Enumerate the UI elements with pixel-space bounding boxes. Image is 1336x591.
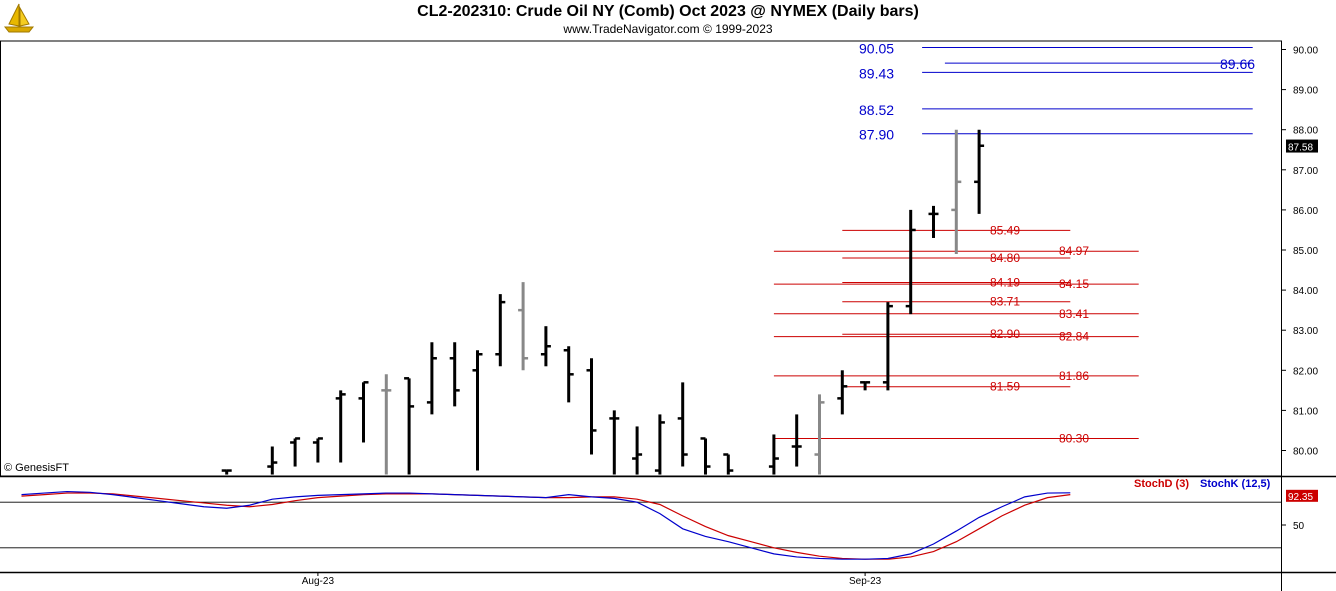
ohlc-bar	[267, 446, 278, 475]
y-tick-label: 81.00	[1293, 406, 1318, 417]
level-label-red: 82.90	[990, 327, 1020, 341]
stoch-y-tick-label: 50	[1293, 521, 1305, 532]
y-tick-label: 83.00	[1293, 326, 1318, 337]
ohlc-bar	[860, 381, 871, 391]
level-label-red: 84.80	[990, 251, 1020, 265]
ohlc-bar	[814, 394, 825, 475]
ohlc-bar	[882, 302, 893, 391]
y-tick-label: 82.00	[1293, 366, 1318, 377]
level-label-blue: 87.90	[859, 127, 894, 143]
ohlc-bar	[837, 370, 848, 415]
ohlc-bar	[358, 381, 369, 443]
level-label-red: 84.97	[1059, 244, 1089, 258]
last-price-label: 87.58	[1288, 143, 1313, 154]
ohlc-bar	[677, 382, 688, 467]
level-label-red: 84.19	[990, 275, 1020, 289]
ohlc-bar	[221, 469, 232, 475]
y-tick-label: 80.00	[1293, 447, 1318, 458]
ohlc-bar	[723, 453, 734, 475]
ohlc-bar	[404, 377, 415, 475]
y-tick-label: 87.00	[1293, 166, 1318, 177]
ohlc-bar	[472, 350, 483, 471]
ohlc-bar	[951, 129, 962, 255]
y-tick-label: 84.00	[1293, 286, 1318, 297]
ohlc-bar	[518, 282, 529, 371]
stochK-line	[21, 490, 1071, 560]
level-label-red: 81.59	[990, 380, 1020, 394]
ohlc-bar	[563, 346, 574, 403]
y-tick-label: 90.00	[1293, 46, 1318, 57]
ohlc-bar	[654, 414, 665, 475]
x-tick-label: Sep-23	[849, 576, 882, 587]
ohlc-bar	[426, 342, 437, 415]
ohlc-bar	[312, 437, 323, 463]
ohlc-bar	[540, 326, 551, 367]
sailboat-icon	[3, 3, 35, 33]
level-label-blue: 90.05	[859, 40, 894, 56]
y-tick-label: 89.00	[1293, 86, 1318, 97]
ohlc-bar	[905, 209, 916, 315]
y-tick-label: 88.00	[1293, 126, 1318, 137]
level-label-red: 85.49	[990, 223, 1020, 237]
ohlc-bar	[586, 358, 597, 455]
legend-stochK: StochK (12,5)	[1200, 478, 1271, 490]
level-label-red: 84.15	[1059, 277, 1089, 291]
level-label-blue: 89.43	[859, 65, 894, 81]
level-label-red: 83.41	[1059, 307, 1089, 321]
level-label-blue: 88.52	[859, 102, 894, 118]
copyright-label: © GenesisFT	[4, 462, 69, 474]
last-price-box	[1286, 139, 1318, 153]
stoch-last-label: 92.35	[1288, 492, 1313, 503]
ohlc-bar	[609, 410, 620, 475]
ohlc-bars	[221, 129, 985, 475]
level-label-red: 81.86	[1059, 369, 1089, 383]
y-tick-label: 86.00	[1293, 206, 1318, 217]
ohlc-bar	[632, 426, 643, 475]
legend-stochD: StochD (3)	[1134, 478, 1189, 490]
y-tick-label: 85.00	[1293, 246, 1318, 257]
level-label-red: 83.71	[990, 295, 1020, 309]
chart-title: CL2-202310: Crude Oil NY (Comb) Oct 2023…	[417, 3, 919, 20]
ohlc-bar	[974, 129, 985, 214]
chart-subtitle: www.TradeNavigator.com © 1999-2023	[563, 22, 773, 36]
ohlc-bar	[928, 205, 939, 238]
ohlc-bar	[495, 294, 506, 367]
ohlc-bar	[791, 414, 802, 467]
ohlc-bar	[700, 437, 711, 475]
price-pane-frame	[0, 40, 1282, 477]
ohlc-bar	[449, 342, 460, 407]
x-tick-label: Aug-23	[302, 576, 335, 587]
level-label-blue: 89.66	[1220, 56, 1255, 72]
level-label-red: 80.30	[1059, 431, 1089, 445]
level-label-red: 82.84	[1059, 330, 1089, 344]
ohlc-bar	[290, 437, 301, 467]
stoch-last-box	[1286, 489, 1318, 502]
ohlc-bar	[335, 390, 346, 463]
ohlc-bar	[768, 434, 779, 475]
ohlc-bar	[381, 374, 392, 475]
